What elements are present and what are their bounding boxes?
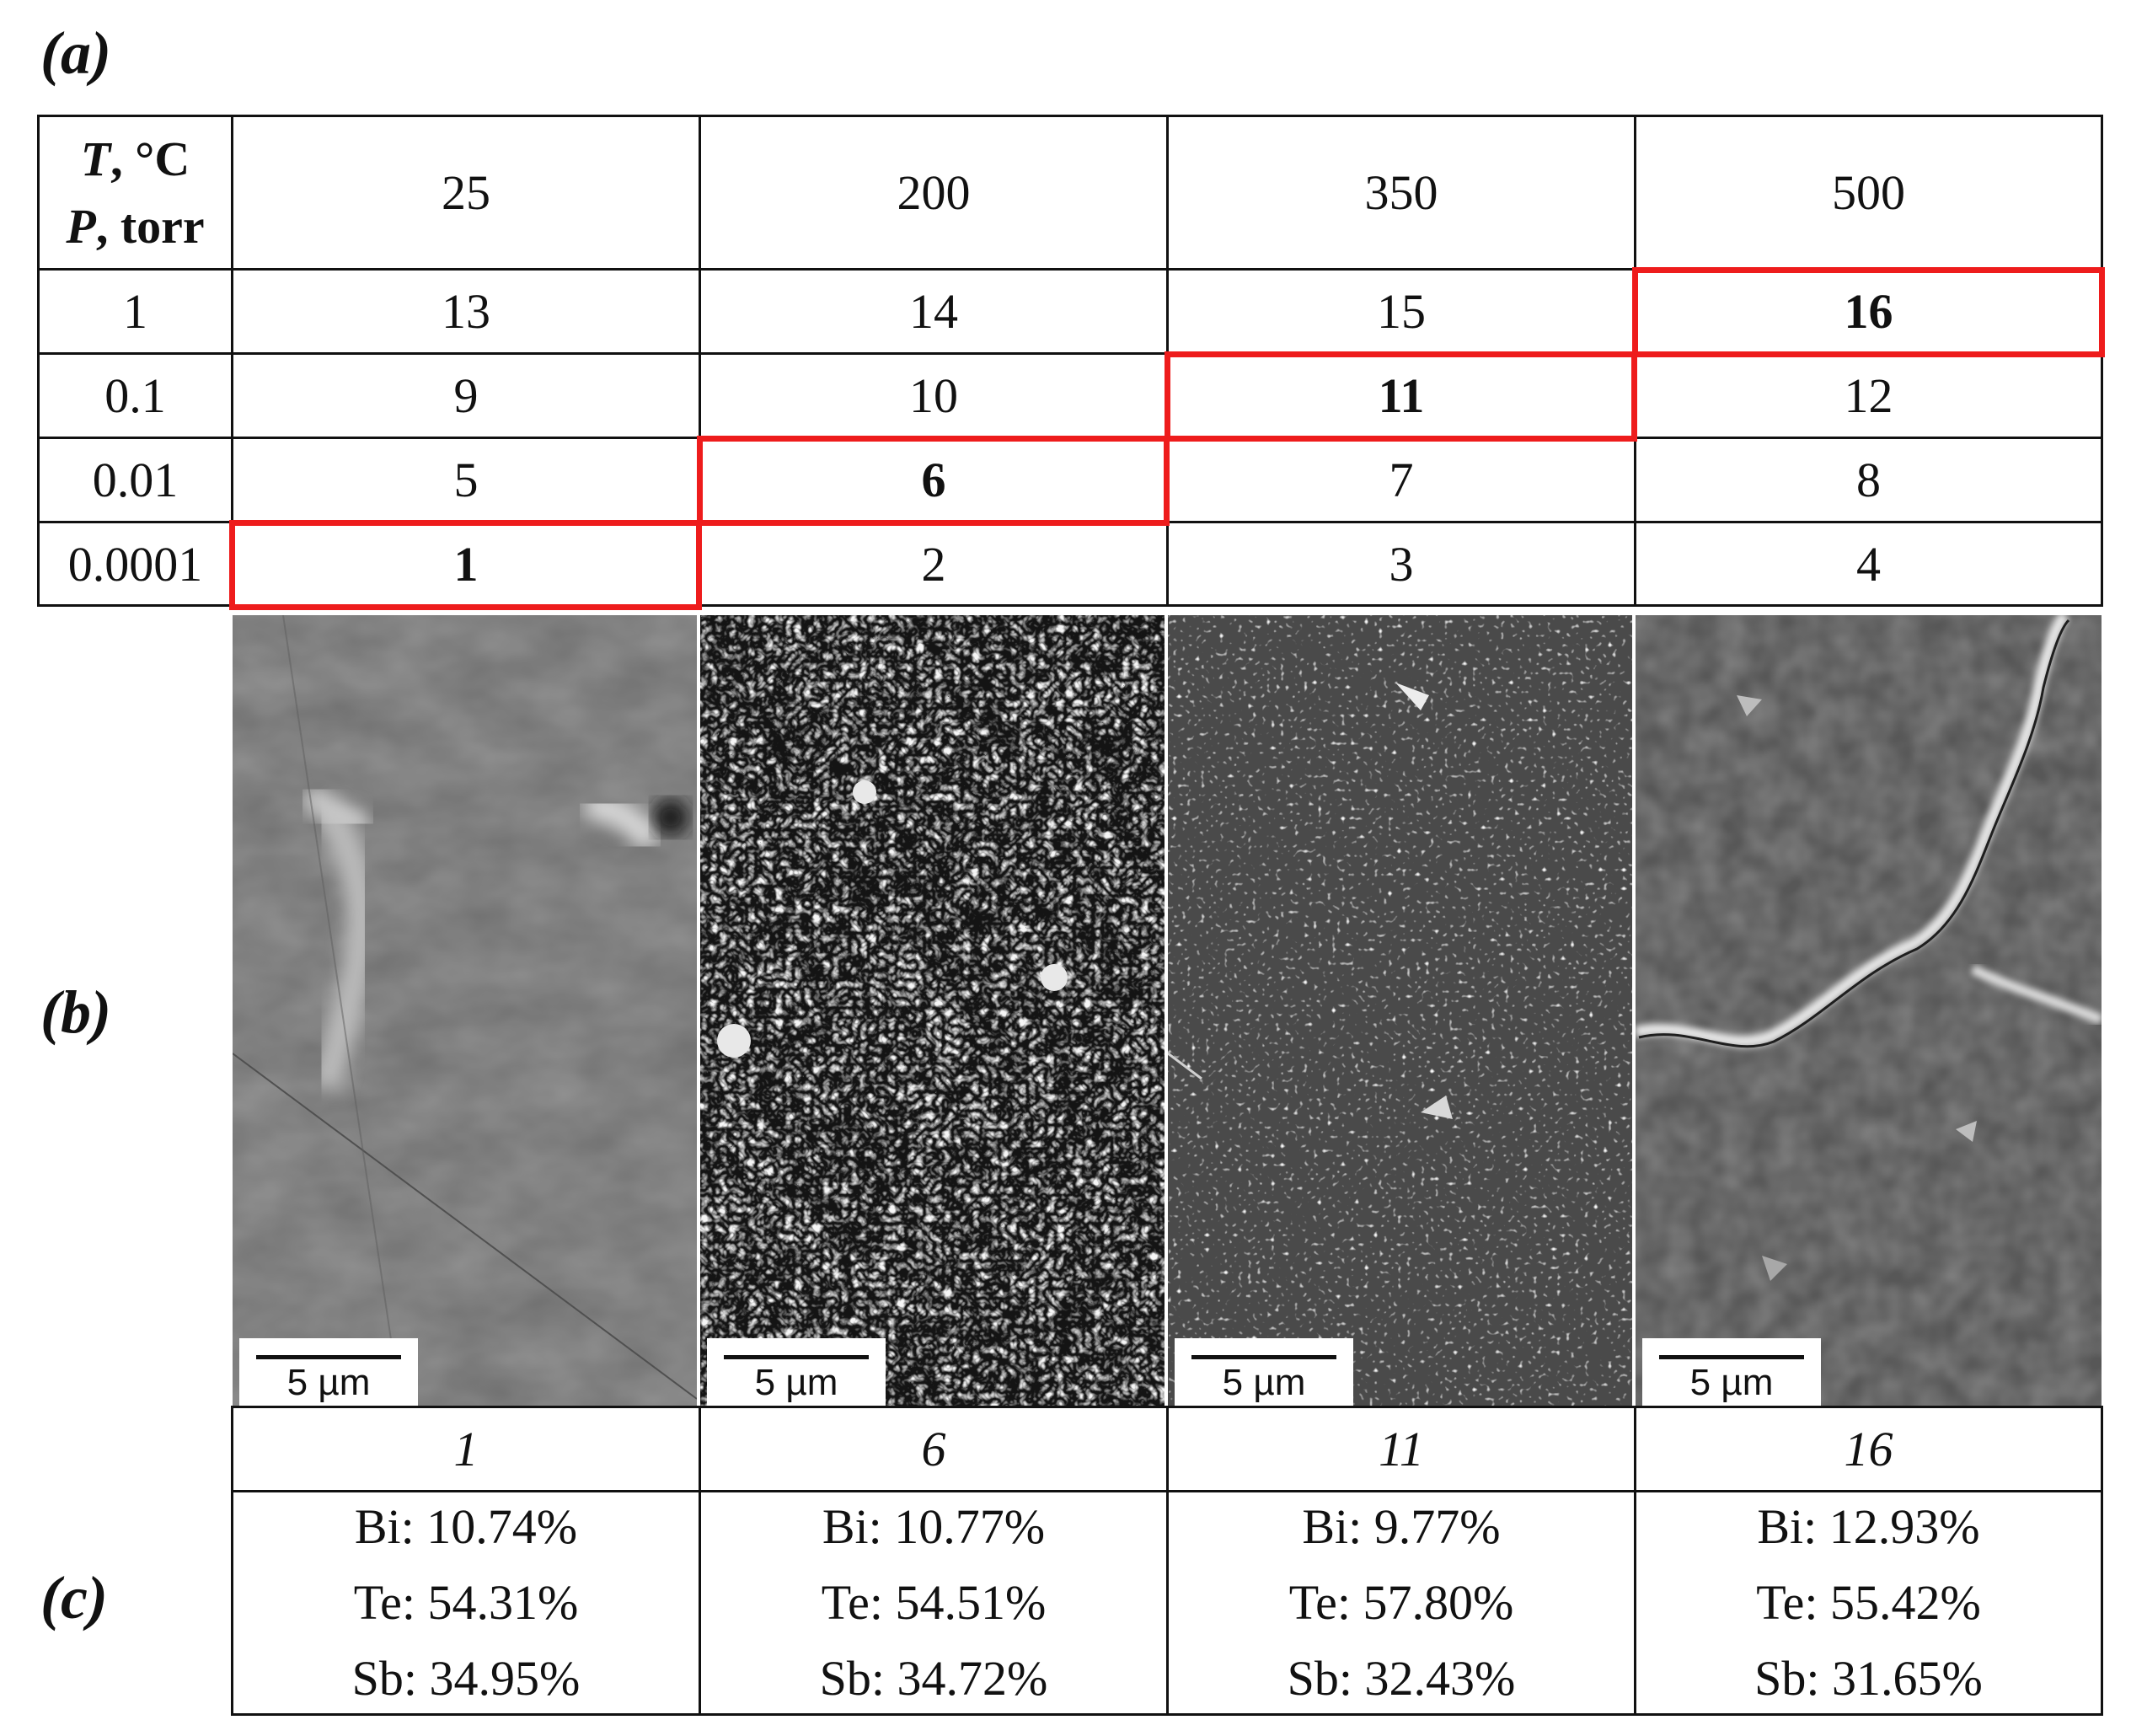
sb-content: Sb: 32.43% bbox=[1287, 1651, 1516, 1706]
sem-micrograph-particulate bbox=[1168, 615, 1632, 1407]
sample-cell-15: 15 bbox=[1166, 268, 1636, 355]
sample-number-16: 16 bbox=[1634, 1406, 2103, 1492]
sample-cell-5: 5 bbox=[231, 437, 701, 523]
temperature-header-500: 500 bbox=[1634, 115, 2103, 271]
scale-bar-label: 5 µm bbox=[1689, 1362, 1774, 1403]
pressure-axis-label: P, torr bbox=[66, 198, 205, 254]
sem-image-sample-6: 5 µm bbox=[700, 615, 1165, 1407]
bi-content: Bi: 10.74% bbox=[354, 1499, 578, 1554]
scale-bar-line bbox=[724, 1355, 869, 1359]
te-content: Te: 54.51% bbox=[821, 1575, 1047, 1630]
sb-content: Sb: 34.95% bbox=[351, 1651, 581, 1706]
scale-bar-line bbox=[1659, 1355, 1804, 1359]
scale-bar-line bbox=[1191, 1355, 1336, 1359]
sample-cell-3: 3 bbox=[1166, 521, 1636, 607]
temperature-header-25: 25 bbox=[231, 115, 701, 271]
header-corner-cell: T, °C P, torr bbox=[37, 115, 233, 271]
sample-cell-6: 6 bbox=[699, 437, 1169, 523]
sb-content: Sb: 31.65% bbox=[1754, 1651, 1983, 1706]
pressure-label-1: 1 bbox=[37, 268, 233, 355]
scale-bar-label: 5 µm bbox=[754, 1362, 838, 1403]
scale-bar-line bbox=[256, 1355, 401, 1359]
sem-micrograph-smooth bbox=[233, 615, 697, 1407]
sample-cell-4: 4 bbox=[1634, 521, 2103, 607]
sem-image-sample-16: 5 µm bbox=[1636, 615, 2102, 1407]
scale-bar: 5 µm bbox=[1175, 1338, 1353, 1407]
sample-cell-9: 9 bbox=[231, 352, 701, 439]
sem-image-sample-1: 5 µm bbox=[233, 615, 697, 1407]
scale-bar-label: 5 µm bbox=[1222, 1362, 1306, 1403]
scale-bar: 5 µm bbox=[707, 1338, 886, 1407]
temperature-header-200: 200 bbox=[699, 115, 1169, 271]
bi-content: Bi: 10.77% bbox=[822, 1499, 1046, 1554]
sample-cell-11: 11 bbox=[1166, 352, 1636, 439]
te-content: Te: 54.31% bbox=[353, 1575, 579, 1630]
sample-number-11: 11 bbox=[1166, 1406, 1636, 1492]
composition-cell: Bi: 12.93% Te: 55.42% Sb: 31.65% bbox=[1634, 1490, 2103, 1716]
sample-cell-2: 2 bbox=[699, 521, 1169, 607]
composition-table: 1 6 11 16 Bi: 10.74% Te: 54.31% Sb: 34.9… bbox=[231, 1406, 2103, 1716]
sample-number-1: 1 bbox=[231, 1406, 701, 1492]
sb-content: Sb: 34.72% bbox=[819, 1651, 1048, 1706]
scale-bar-label: 5 µm bbox=[286, 1362, 371, 1403]
conditions-table: T, °C P, torr 25 200 350 500 1 13 14 15 … bbox=[37, 115, 2105, 610]
sample-cell-1: 1 bbox=[231, 521, 701, 607]
sample-cell-16: 16 bbox=[1634, 268, 2103, 355]
scale-bar: 5 µm bbox=[1642, 1338, 1821, 1407]
bi-content: Bi: 9.77% bbox=[1302, 1499, 1501, 1554]
sem-micrograph-platelets bbox=[1636, 615, 2102, 1407]
composition-cell: Bi: 9.77% Te: 57.80% Sb: 32.43% bbox=[1166, 1490, 1636, 1716]
pressure-label-0.1: 0.1 bbox=[37, 352, 233, 439]
sample-cell-10: 10 bbox=[699, 352, 1169, 439]
sample-number-6: 6 bbox=[699, 1406, 1169, 1492]
sample-cell-12: 12 bbox=[1634, 352, 2103, 439]
pressure-label-0.01: 0.01 bbox=[37, 437, 233, 523]
panel-label-b: (b) bbox=[40, 978, 111, 1046]
temperature-header-350: 350 bbox=[1166, 115, 1636, 271]
scale-bar: 5 µm bbox=[239, 1338, 418, 1407]
sample-cell-8: 8 bbox=[1634, 437, 2103, 523]
te-content: Te: 57.80% bbox=[1288, 1575, 1514, 1630]
sample-cell-7: 7 bbox=[1166, 437, 1636, 523]
panel-label-c: (c) bbox=[40, 1564, 108, 1632]
panel-label-a: (a) bbox=[40, 19, 111, 87]
sem-image-sample-11: 5 µm bbox=[1168, 615, 1632, 1407]
sample-cell-14: 14 bbox=[699, 268, 1169, 355]
composition-cell: Bi: 10.77% Te: 54.51% Sb: 34.72% bbox=[699, 1490, 1169, 1716]
temperature-axis-label: T, °C bbox=[80, 131, 190, 186]
sample-cell-13: 13 bbox=[231, 268, 701, 355]
composition-cell: Bi: 10.74% Te: 54.31% Sb: 34.95% bbox=[231, 1490, 701, 1716]
te-content: Te: 55.42% bbox=[1756, 1575, 1981, 1630]
pressure-label-0.0001: 0.0001 bbox=[37, 521, 233, 607]
bi-content: Bi: 12.93% bbox=[1757, 1499, 1980, 1554]
sem-micrograph-porous bbox=[700, 615, 1165, 1407]
